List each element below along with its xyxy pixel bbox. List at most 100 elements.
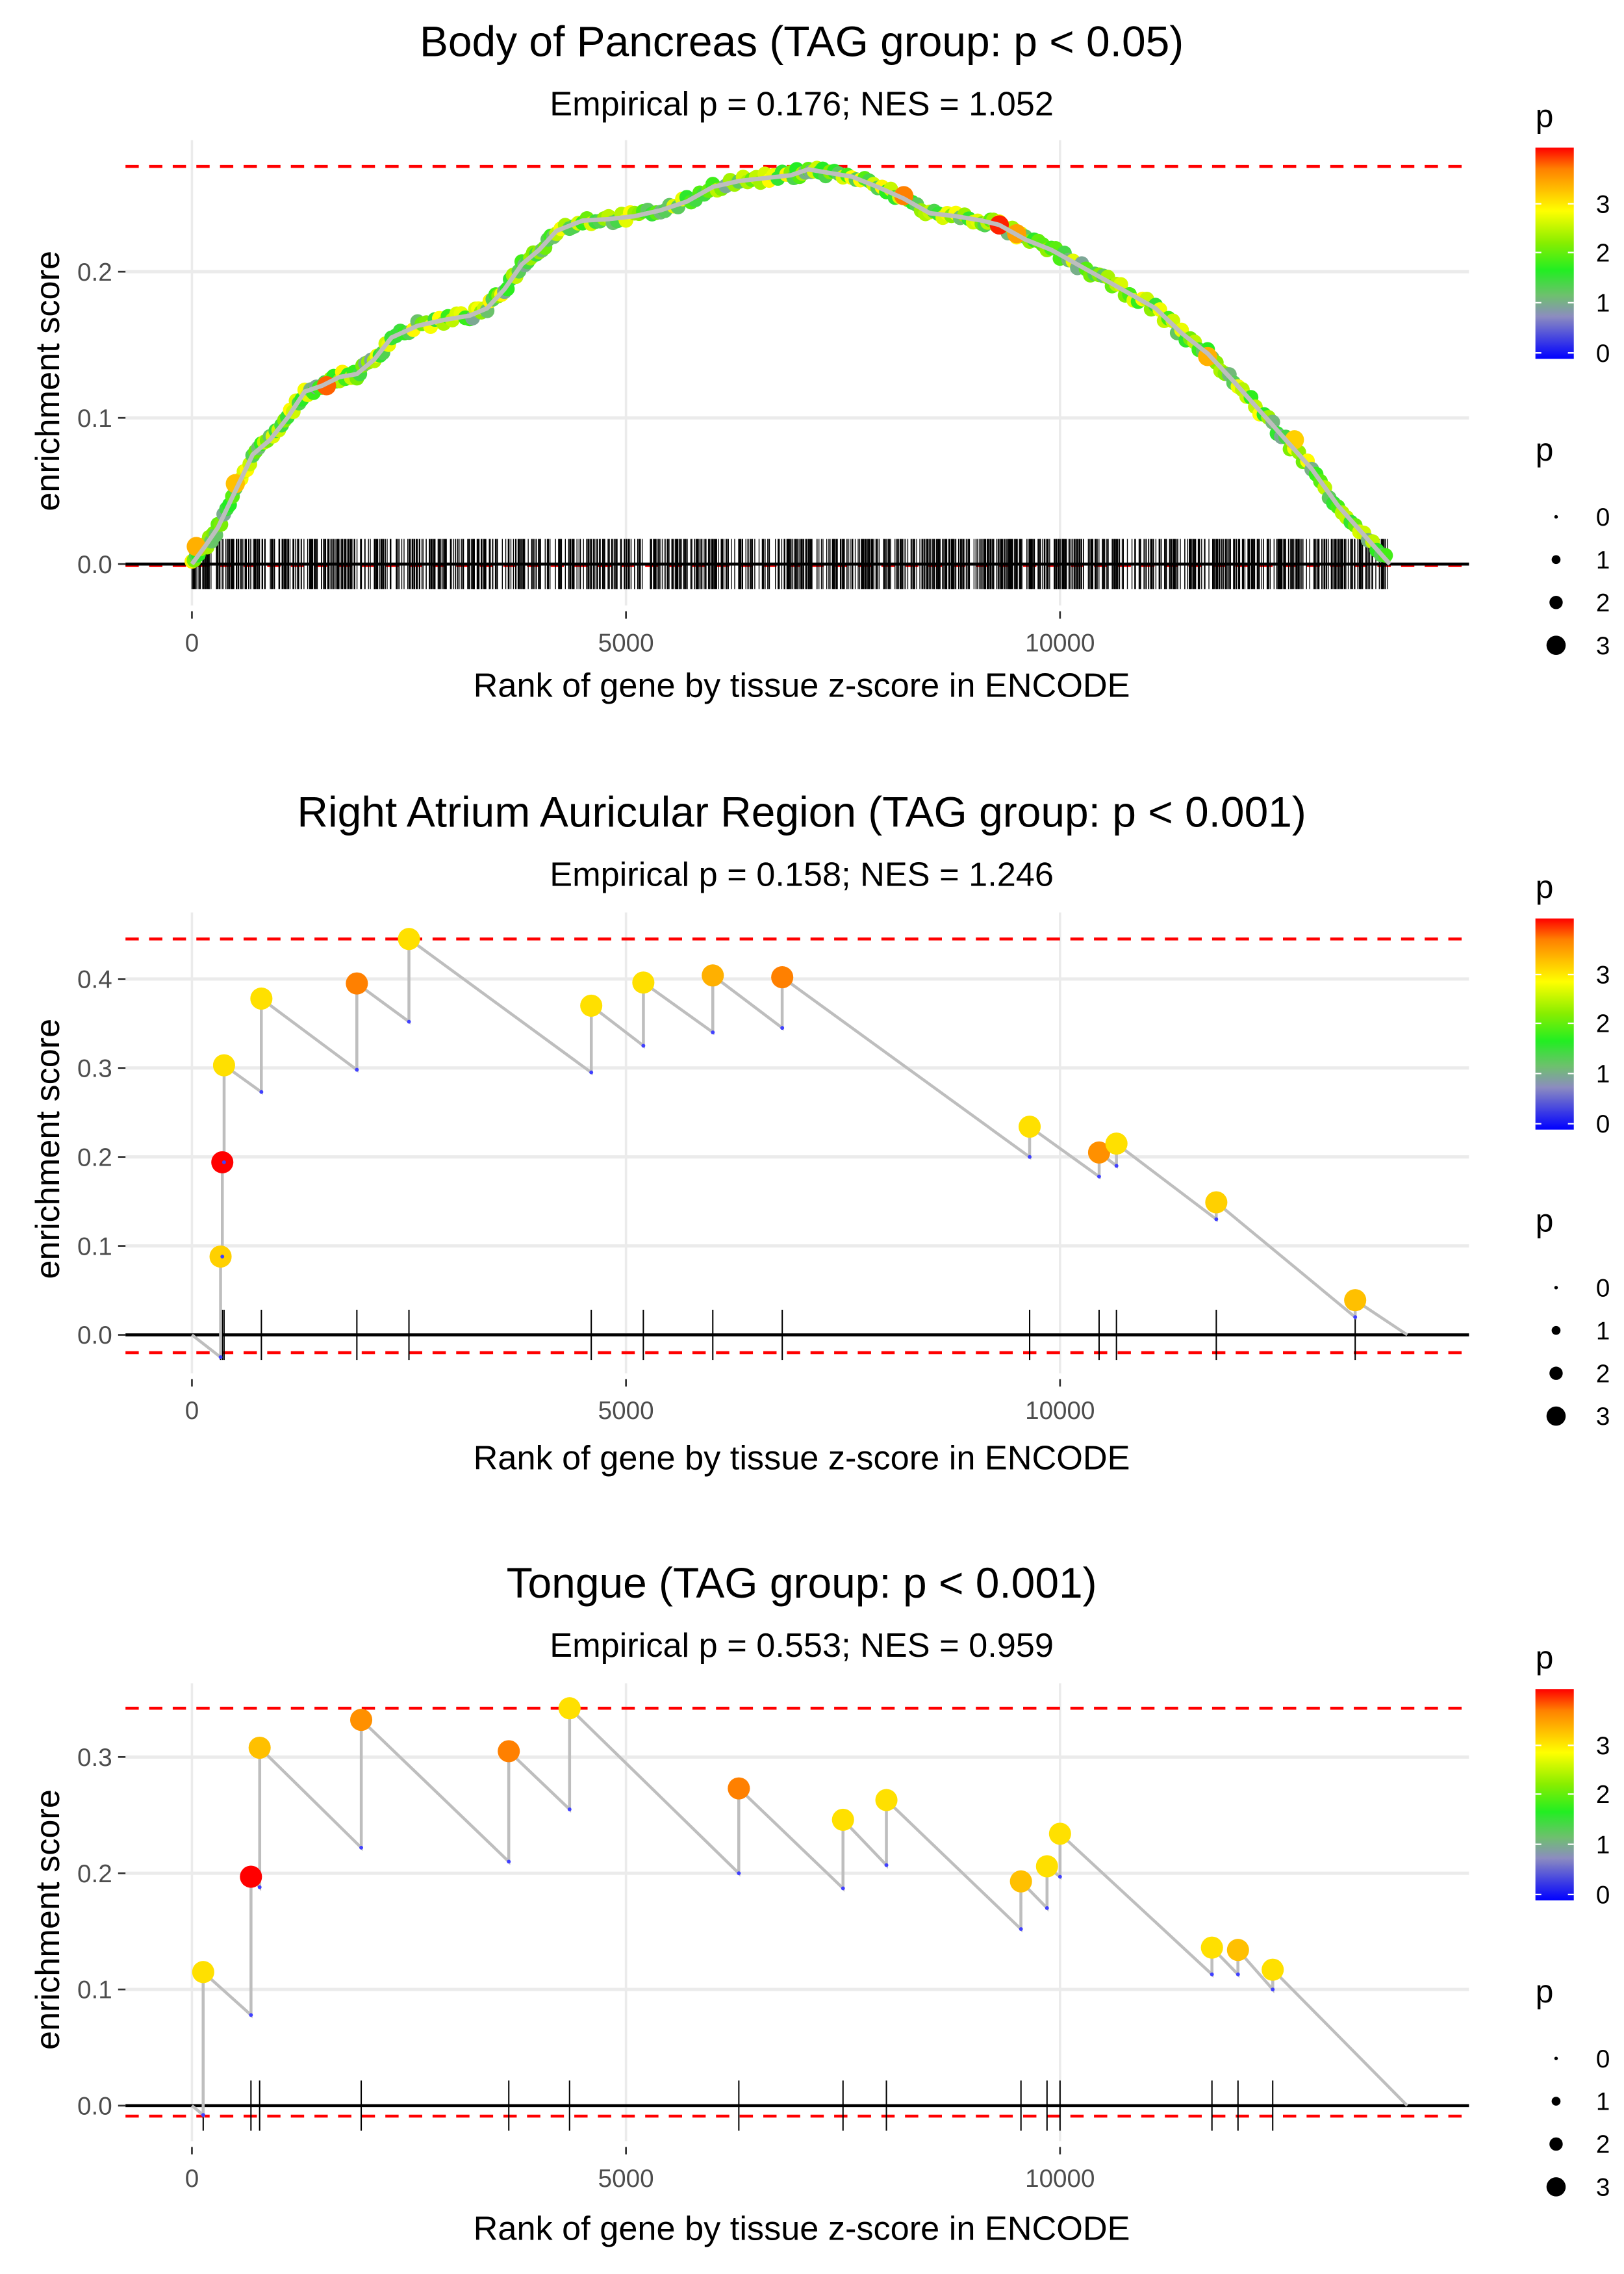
size-legend-title: p	[1536, 1202, 1554, 1238]
rug-marks	[191, 539, 1388, 589]
color-legend-title: p	[1536, 869, 1554, 905]
y-tick-label: 0.1	[77, 1976, 112, 2004]
size-legend-label: 0	[1596, 2045, 1610, 2073]
es-hit-point	[1105, 1132, 1128, 1155]
es-hit-point	[1048, 1822, 1071, 1845]
es-low-point	[884, 1863, 889, 1867]
size-legend-label: 1	[1596, 2088, 1610, 2116]
size-legend-key	[1546, 2177, 1566, 2197]
y-tick-label: 0.2	[77, 1143, 112, 1171]
legend: p 0 1 2 3 p 0 1 2 3	[1536, 869, 1610, 1431]
es-hit-point	[1035, 1855, 1058, 1878]
legend: p 0 1 2 3 p 0 1 2 3	[1536, 1639, 1610, 2201]
size-legend-title: p	[1536, 431, 1554, 468]
es-line	[191, 1704, 1408, 2119]
es-hit-point	[398, 928, 420, 951]
size-legend-key	[1546, 1406, 1566, 1426]
es-hit-point	[580, 994, 603, 1017]
es-hit-point	[771, 966, 794, 989]
es-low-point	[1114, 1164, 1119, 1168]
es-hit-point	[498, 1740, 520, 1763]
panel-tongue: Tongue (TAG group: p < 0.001) Empirical …	[29, 1559, 1610, 2248]
es-low-point	[359, 1845, 363, 1850]
es-low-point	[222, 1160, 226, 1164]
size-legend-label: 3	[1596, 2174, 1610, 2202]
y-tick-label: 0.2	[77, 259, 112, 287]
es-hit-point	[831, 1808, 854, 1831]
y-axis-title: enrichment score	[29, 251, 67, 511]
chart-subtitle: Empirical p = 0.176; NES = 1.052	[550, 85, 1054, 123]
color-legend-label: 2	[1596, 1010, 1610, 1038]
es-low-point	[1353, 1315, 1358, 1320]
es-hit-point	[350, 1709, 373, 1731]
y-axis-title: enrichment score	[29, 1019, 67, 1279]
x-axis-title: Rank of gene by tissue z-score in ENCODE	[474, 2210, 1130, 2248]
es-hit-point	[212, 1054, 235, 1077]
size-legend-label: 0	[1596, 1274, 1610, 1302]
y-tick-label: 0.0	[77, 551, 112, 579]
color-legend-label: 2	[1596, 1781, 1610, 1809]
size-legend-label: 0	[1596, 504, 1610, 531]
color-legend-label: 0	[1596, 340, 1610, 368]
x-tick-label: 5000	[598, 2165, 654, 2193]
color-legend-label: 3	[1596, 962, 1610, 990]
es-point	[1378, 548, 1393, 563]
x-tick-label: 10000	[1025, 629, 1095, 657]
y-tick-label: 0.3	[77, 1744, 112, 1772]
x-tick-label: 5000	[598, 629, 654, 657]
size-legend-key	[1554, 515, 1558, 519]
es-hit-point	[702, 964, 724, 987]
es-hit-point	[250, 987, 273, 1010]
es-low-point	[1028, 1155, 1032, 1159]
x-tick-label: 0	[185, 629, 199, 657]
chart-subtitle: Empirical p = 0.158; NES = 1.246	[550, 856, 1054, 894]
es-hit-point	[1226, 1939, 1249, 1961]
es-low-point	[1097, 1174, 1101, 1179]
es-low-point	[641, 1043, 646, 1048]
color-legend-label: 0	[1596, 1882, 1610, 1910]
color-legend-label: 1	[1596, 1060, 1610, 1088]
y-tick-label: 0.4	[77, 965, 112, 993]
es-hit-point	[248, 1736, 271, 1759]
color-legend-title: p	[1536, 97, 1554, 134]
x-tick-label: 10000	[1025, 1397, 1095, 1425]
es-hit-point	[1205, 1191, 1228, 1214]
es-hit-point	[346, 972, 368, 995]
es-low-point	[1045, 1906, 1049, 1910]
es-low-point	[1210, 1972, 1214, 1976]
es-hit-point	[632, 971, 655, 994]
size-legend-title: p	[1536, 1973, 1554, 2010]
es-low-point	[737, 1871, 741, 1876]
es-hit-point	[1262, 1958, 1284, 1981]
es-low-point	[249, 2013, 253, 2017]
size-legend-key	[1551, 555, 1561, 565]
es-low-point	[407, 1019, 411, 1024]
size-legend-label: 1	[1596, 1317, 1610, 1345]
color-legend-label: 1	[1596, 290, 1610, 318]
es-low-point	[259, 1090, 264, 1094]
color-legend-label: 3	[1596, 1732, 1610, 1760]
size-legend-key	[1549, 2137, 1563, 2151]
es-hit-point	[1200, 1936, 1223, 1959]
es-low-point	[1236, 1972, 1240, 1976]
plot-area: 0 5000 10000 0.0 0.1 0.2	[77, 140, 1469, 657]
es-hit-point	[192, 1961, 214, 1984]
size-legend-key	[1554, 1286, 1558, 1290]
es-low-point	[218, 1355, 223, 1359]
es-low-point	[1271, 1987, 1275, 1991]
size-legend-key	[1554, 2056, 1558, 2060]
es-low-point	[567, 1807, 572, 1811]
color-legend-label: 0	[1596, 1110, 1610, 1138]
es-low-point	[711, 1030, 715, 1034]
es-low-point	[220, 1255, 225, 1258]
y-tick-label: 0.1	[77, 1233, 112, 1260]
x-axis-title: Rank of gene by tissue z-score in ENCODE	[474, 667, 1130, 705]
es-low-point	[1019, 1927, 1023, 1931]
size-legend-label: 1	[1596, 546, 1610, 574]
es-low-point	[507, 1859, 511, 1864]
es-low-point	[257, 1885, 262, 1889]
x-tick-label: 10000	[1025, 2165, 1095, 2193]
es-low-point	[841, 1886, 845, 1891]
size-legend-label: 2	[1596, 1360, 1610, 1388]
